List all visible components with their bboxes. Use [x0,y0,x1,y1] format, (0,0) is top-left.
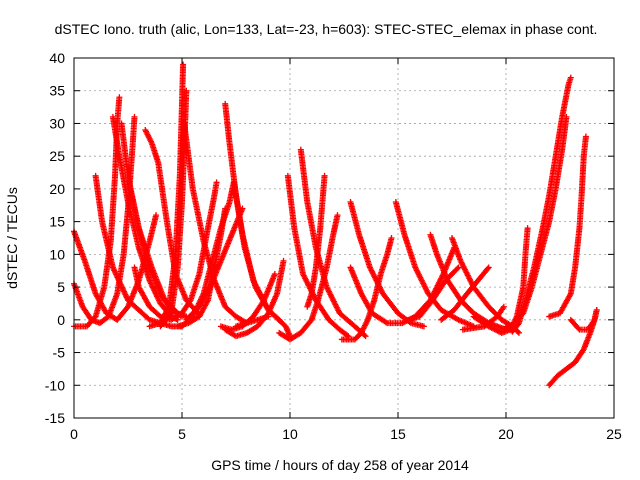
x-tick-label: 0 [70,426,78,442]
x-tick-label: 15 [390,426,406,442]
plus-marker [131,113,138,120]
plus-marker [420,323,427,330]
x-tick-label: 20 [498,426,514,442]
y-tick-label: 35 [49,83,65,99]
chart-title: dSTEC Iono. truth (alic, Lon=133, Lat=-2… [55,21,598,37]
plus-marker [180,61,187,68]
series-pass-35 [503,74,574,335]
plus-marker [524,225,531,232]
y-tick-label: 15 [49,214,65,230]
series-pass-20 [233,313,272,330]
data-layer [71,61,600,389]
plot-frame [73,57,615,419]
plus-marker [484,265,491,272]
plus-marker [321,172,328,179]
series-pass-32 [438,264,492,323]
plus-marker [362,333,369,340]
plus-marker [271,271,278,277]
series-pass-09 [131,179,220,323]
plus-marker [567,74,574,81]
y-tick-label: 20 [49,181,65,197]
y-tick-label: 40 [49,50,65,66]
series-pass-07 [127,185,185,320]
plus-marker [582,133,589,140]
grid [74,58,614,418]
plus-marker [388,235,395,241]
series-pass-37 [546,133,589,320]
ticks [73,57,615,419]
series-pass-16 [222,100,283,323]
series-pass-39 [567,307,600,333]
plus-marker [575,325,582,332]
x-tick-label: 10 [282,426,298,442]
plus-marker [280,257,287,264]
plus-marker [563,113,570,120]
plus-marker [183,87,190,94]
plus-marker [213,179,220,186]
x-tick-label: 5 [178,426,186,442]
plus-marker [361,332,368,339]
plus-marker [167,311,174,318]
y-tick-label: -5 [53,345,66,361]
plus-marker [593,307,600,313]
series-pass-18 [222,257,287,340]
y-axis-title: dSTEC / TECUs [4,187,20,289]
plus-marker [153,212,160,219]
plus-marker [455,264,462,271]
series-pass-36 [513,113,570,323]
plus-marker [514,328,521,335]
y-tick-label: -10 [45,377,65,393]
plus-marker [454,265,461,272]
y-tick-labels: -15 -10 -5 0 5 10 15 20 25 30 35 40 [45,50,65,426]
y-tick-label: 0 [57,312,65,328]
plus-marker [515,329,522,336]
series-pass-34 [459,303,507,333]
plus-marker [334,212,341,219]
plus-marker [265,313,272,320]
y-tick-label: 25 [49,148,65,164]
series-pass-23 [276,212,341,343]
x-tick-label: 25 [606,426,622,442]
plus-marker [500,303,507,310]
series-pass-24 [304,172,328,310]
x-tick-labels: 0 5 10 15 20 25 [70,426,622,442]
y-tick-label: 10 [49,246,65,262]
series-pass-15 [183,205,246,323]
y-tick-label: 5 [57,279,65,295]
plus-marker [116,94,123,101]
y-tick-label: -15 [45,410,65,426]
plus-marker [485,264,492,271]
y-tick-label: 30 [49,115,65,131]
x-axis-title: GPS time / hours of day 258 of year 2014 [211,457,469,473]
